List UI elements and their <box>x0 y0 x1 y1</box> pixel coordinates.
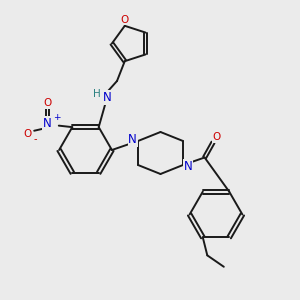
Text: N: N <box>103 91 112 104</box>
Text: N: N <box>128 133 137 146</box>
Text: O: O <box>120 15 128 25</box>
Text: -: - <box>34 134 38 144</box>
Text: O: O <box>43 98 52 108</box>
Text: H: H <box>93 89 101 99</box>
Text: N: N <box>184 160 193 173</box>
Text: N: N <box>43 117 52 130</box>
Text: O: O <box>23 129 32 139</box>
Text: +: + <box>53 113 60 122</box>
Text: O: O <box>212 132 221 142</box>
